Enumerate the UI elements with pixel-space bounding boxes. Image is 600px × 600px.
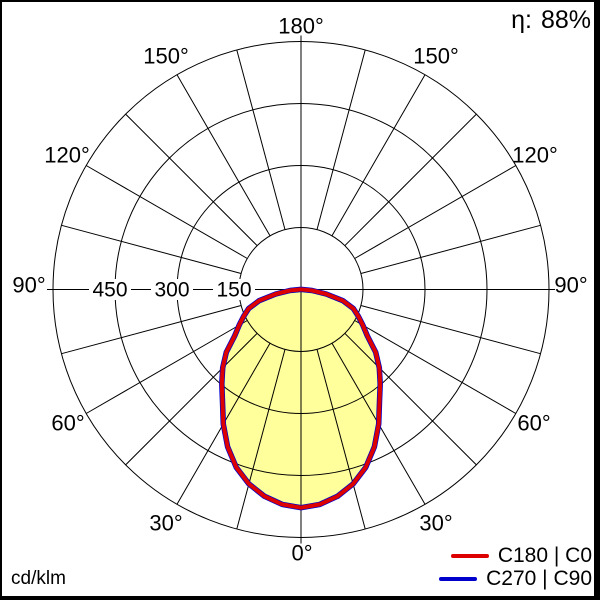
legend-label-c90: C270 | C90 <box>486 566 592 590</box>
polar-grid-radial <box>360 224 541 274</box>
efficiency-label: η: <box>511 6 532 34</box>
polar-grid-radial <box>316 349 366 530</box>
c0-c180-line-icon <box>450 553 489 558</box>
efficiency-value: 88% <box>540 6 591 34</box>
angle-label-120-left: 120° <box>44 143 90 168</box>
polar-grid-radial <box>354 320 517 414</box>
tick-300-bg <box>151 279 193 300</box>
efficiency-readout: η: 88% <box>511 6 591 35</box>
polar-grid-radial <box>125 113 258 247</box>
angle-label-30-right: 30° <box>419 511 452 536</box>
angle-label-120-right: 120° <box>512 143 558 168</box>
polar-grid-radial <box>354 165 517 259</box>
angle-label-150-left: 150° <box>143 44 189 69</box>
radial-tick-labels: 450 300 150 <box>89 279 255 302</box>
border-left <box>0 0 2 600</box>
radial-tick-450: 450 <box>92 279 127 302</box>
angle-labels: 180° 150° 150° 120° 120° 90° 90° 60° 60°… <box>12 14 587 566</box>
angle-label-60-right: 60° <box>517 411 550 436</box>
legend-label-c0: C180 | C0 <box>497 543 592 567</box>
radial-tick-300: 300 <box>154 279 189 302</box>
unit-label: cd/klm <box>11 568 66 589</box>
c90-c270-line-icon <box>439 576 478 581</box>
polar-grid-radial <box>236 349 286 530</box>
angle-label-0: 0° <box>291 541 312 566</box>
polar-grid-radial <box>125 332 258 466</box>
polar-grid-radial <box>236 49 286 230</box>
polar-grid-radial <box>331 74 426 237</box>
border-right <box>594 0 600 600</box>
polar-grid-radial <box>344 113 477 247</box>
polar-grid-radial <box>61 224 242 274</box>
angle-label-90-left: 90° <box>12 273 45 298</box>
polar-grid-radial <box>85 165 248 259</box>
legend-item-c90: C270 | C90 <box>439 567 592 590</box>
angle-label-30-left: 30° <box>149 511 182 536</box>
angle-label-150-right: 150° <box>413 44 459 69</box>
legend-item-c0: C180 | C0 <box>439 544 592 567</box>
tick-450-bg <box>89 279 131 300</box>
legend: C180 | C0 C270 | C90 <box>439 544 592 590</box>
angle-label-90-right: 90° <box>554 273 587 298</box>
polar-grid-radial <box>344 332 477 466</box>
tick-150-bg <box>213 279 255 300</box>
border-bottom <box>0 596 600 600</box>
polar-grid-radial <box>316 49 366 230</box>
angle-label-60-left: 60° <box>51 411 84 436</box>
polar-grid-radial <box>61 305 242 355</box>
polar-grid-radial <box>360 305 541 355</box>
radial-tick-150: 150 <box>216 279 251 302</box>
border-top <box>0 0 600 2</box>
polar-grid-radial <box>85 320 248 414</box>
polar-grid-radial <box>176 74 271 237</box>
c180-c0-curve <box>219 287 383 510</box>
polar-plot-layer <box>47 35 555 544</box>
angle-label-180: 180° <box>278 14 324 39</box>
